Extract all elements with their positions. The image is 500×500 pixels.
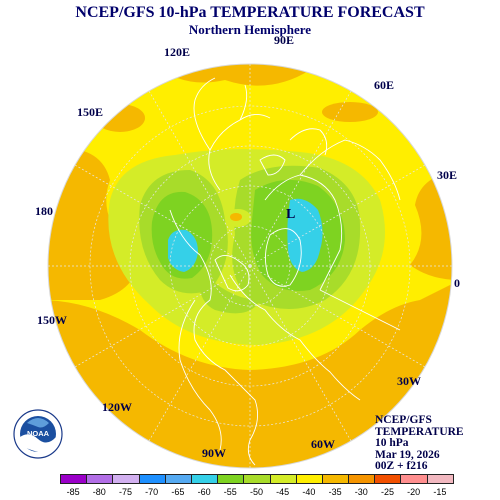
lon-label-90e: 90E	[274, 33, 295, 47]
page-subtitle: Northern Hemisphere	[188, 22, 312, 37]
legend-swatch	[190, 474, 219, 484]
info-date: Mar 19, 2026	[375, 448, 440, 461]
legend-tick-label: -55	[223, 487, 237, 497]
lon-label-0: 0	[454, 276, 460, 290]
legend-color-bar	[60, 474, 454, 484]
legend-tick-label: -80	[92, 487, 106, 497]
legend-tick-label: -75	[118, 487, 133, 497]
legend-swatch	[348, 474, 376, 484]
legend-tick-label: -20	[407, 487, 421, 497]
legend-swatch	[86, 474, 114, 484]
info-variable: TEMPERATURE	[375, 425, 464, 438]
legend-swatch	[60, 474, 88, 484]
legend-tick-label: -40	[302, 487, 316, 497]
legend-tick-label: -70	[145, 487, 159, 497]
green-bridge	[199, 270, 260, 314]
legend-tick-label: -35	[328, 487, 342, 497]
lon-label-150w: 150W	[37, 313, 67, 327]
legend-tick-label: -85	[66, 487, 80, 497]
legend-swatch	[217, 474, 245, 484]
legend-swatch	[243, 474, 271, 484]
lon-label-60w: 60W	[311, 437, 335, 451]
legend-ticks: -85 -80 -75 -70 -65 -60 -55 -50 -45 -40 -35 -30 -25 -…	[60, 484, 453, 497]
legend-swatch	[426, 474, 454, 484]
legend-tick-label: -45	[276, 487, 290, 497]
lon-label-150e: 150E	[77, 105, 104, 119]
coastlines	[169, 77, 401, 466]
low-marker: L	[286, 207, 295, 222]
lon-label-30w: 30W	[397, 374, 421, 388]
lon-label-120e: 120E	[164, 45, 191, 59]
info-level: 10 hPa	[375, 437, 409, 449]
legend-swatch	[295, 474, 323, 484]
legend-tick-label: -25	[380, 487, 395, 497]
legend-tick-label: -30	[354, 487, 368, 497]
legend-swatch	[321, 474, 350, 484]
page-title: NCEP/GFS 10-hPa TEMPERATURE FORECAST	[75, 4, 425, 21]
lon-label-30e: 30E	[437, 168, 458, 182]
warm-pocket-core	[230, 213, 242, 221]
legend-tick-label: -65	[171, 487, 185, 497]
cyan-zone-west	[168, 229, 198, 272]
legend-swatch	[269, 474, 297, 484]
legend-swatch	[112, 474, 140, 484]
color-legend: -85 -80 -75 -70 -65 -60 -55 -50 -45 -40 -35 -30 -25 -…	[60, 474, 454, 497]
lon-label-60e: 60E	[374, 78, 395, 92]
lon-label-90w: 90W	[202, 446, 226, 460]
cyan-zone-east	[287, 198, 323, 272]
legend-swatch	[374, 474, 402, 484]
legend-tick-label: -15	[433, 487, 447, 497]
legend-tick-label: -60	[197, 487, 211, 497]
noaa-logo: NOAA	[13, 409, 63, 459]
legend-tick-label: -50	[249, 487, 264, 497]
forecast-info: NCEP/GFS TEMPERATURE 10 hPa Mar 19, 2026…	[375, 414, 464, 473]
legend-swatch	[400, 474, 428, 484]
legend-swatch	[138, 474, 166, 484]
longitude-grid	[48, 64, 452, 468]
noaa-logo-text: NOAA	[27, 429, 50, 438]
lon-label-180: 180	[35, 204, 53, 218]
temperature-field	[48, 64, 452, 468]
info-source: NCEP/GFS	[375, 414, 432, 426]
lon-label-120w: 120W	[102, 400, 132, 414]
orange-patch-northeast	[322, 102, 378, 122]
legend-swatch	[164, 474, 192, 484]
info-run: 00Z + f216	[375, 460, 428, 472]
map-border	[47, 63, 453, 469]
